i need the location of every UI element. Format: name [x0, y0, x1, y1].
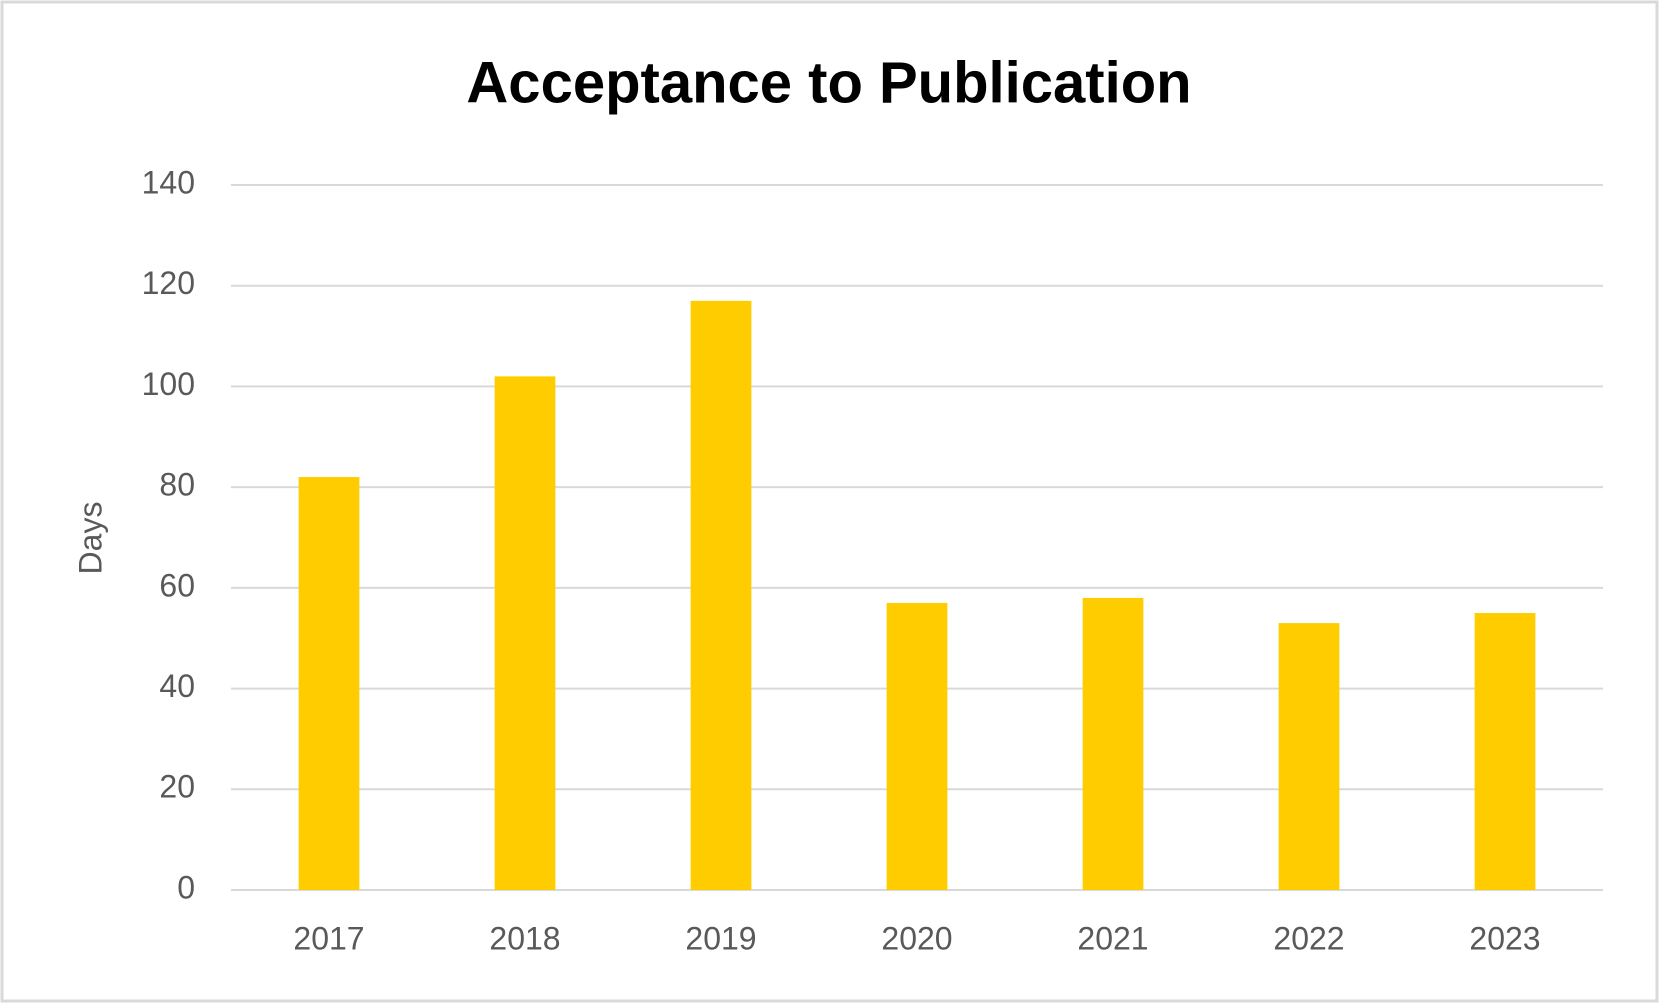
y-tick-label: 40 — [159, 668, 195, 704]
y-tick-label: 140 — [142, 164, 195, 200]
y-tick-label: 100 — [142, 366, 195, 402]
bar — [1082, 597, 1144, 890]
x-tick-label: 2018 — [489, 920, 560, 956]
x-tick-label: 2017 — [293, 920, 364, 956]
x-tick-label: 2022 — [1273, 920, 1344, 956]
y-tick-label: 60 — [159, 567, 195, 603]
bar — [298, 477, 360, 890]
chart-title: Acceptance to Publication — [466, 50, 1191, 115]
y-tick-label: 20 — [159, 769, 195, 805]
bar — [1474, 613, 1536, 890]
x-tick-label: 2023 — [1469, 920, 1540, 956]
y-axis-label: Days — [72, 502, 108, 575]
bar — [690, 300, 752, 891]
bar — [1278, 623, 1340, 890]
y-tick-label: 120 — [142, 265, 195, 301]
x-tick-label: 2019 — [685, 920, 756, 956]
y-tick-label: 0 — [177, 869, 195, 905]
x-tick-label: 2021 — [1077, 920, 1148, 956]
y-tick-label: 80 — [159, 467, 195, 503]
bar — [494, 376, 556, 890]
bar — [886, 602, 948, 890]
x-tick-label: 2020 — [881, 920, 952, 956]
